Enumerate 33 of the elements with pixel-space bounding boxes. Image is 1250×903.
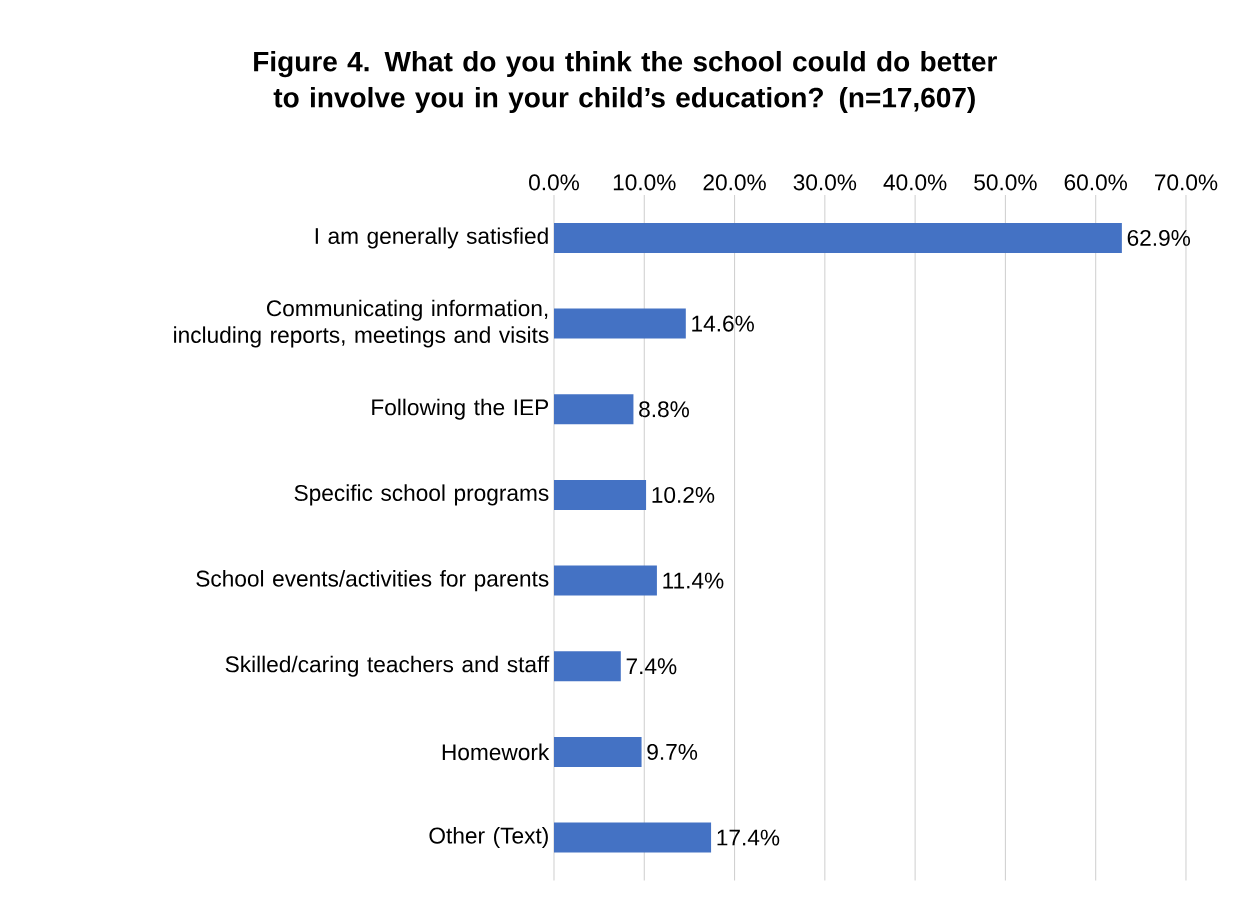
data-label: 8.8% — [639, 401, 689, 418]
bar — [553, 394, 634, 425]
y-tick-label: Following the IEP — [372, 398, 549, 420]
y-tick-label: Specific school programs — [294, 484, 549, 506]
bar — [553, 222, 1122, 253]
data-label: 11.4% — [663, 572, 724, 589]
y-tick-label: Other (Text) — [429, 826, 548, 848]
chart-title: Figure 4. What do you think the school could do better to involve you in your child’s education? (n=17,607) — [254, 50, 997, 113]
data-label: 62.9% — [1127, 229, 1191, 246]
y-tick-label: I am generally satisfied — [315, 227, 548, 249]
x-tick-label: 60.0% — [1064, 174, 1127, 191]
data-label: 14.6% — [692, 315, 754, 332]
x-tick-label: 30.0% — [793, 174, 857, 191]
data-label: 9.7% — [647, 743, 698, 760]
bar — [553, 565, 657, 596]
bar — [553, 651, 621, 682]
y-tick-label: Homework — [442, 743, 550, 761]
x-tick-label: 50.0% — [974, 174, 1037, 191]
data-label: 10.2% — [652, 486, 715, 503]
bar — [553, 308, 686, 339]
bar — [553, 479, 647, 510]
bar — [553, 736, 642, 767]
data-label: 7.4% — [626, 658, 677, 674]
y-tick-label: Skilled/caring teachers and staff — [225, 655, 550, 677]
y-tick-label: Communicating information, including reports, meetings and visits — [174, 299, 549, 348]
x-tick-label: 10.0% — [613, 174, 676, 191]
bar — [553, 822, 712, 853]
x-tick-label: 40.0% — [883, 174, 947, 191]
x-tick-label: 70.0% — [1155, 174, 1218, 191]
x-tick-label: 20.0% — [703, 174, 766, 191]
y-tick-label: School events/activities for parents — [196, 569, 549, 591]
data-label: 17.4% — [717, 829, 780, 846]
x-tick-label: 0.0% — [529, 174, 580, 191]
